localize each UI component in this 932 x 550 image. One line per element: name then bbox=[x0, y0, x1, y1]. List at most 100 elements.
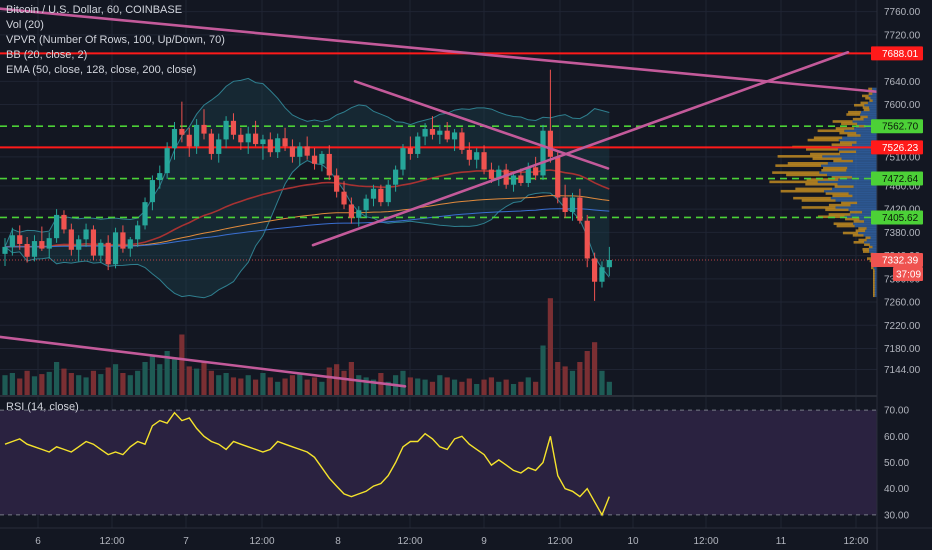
profile-bar-down bbox=[821, 164, 877, 167]
price-tick-label: 7460.00 bbox=[884, 181, 921, 192]
volume-bar bbox=[496, 381, 502, 395]
profile-bar-up bbox=[873, 275, 875, 279]
profile-bar-down bbox=[835, 199, 877, 202]
profile-bar-up bbox=[823, 166, 848, 170]
volume-bar bbox=[186, 366, 192, 395]
trendlines[interactable] bbox=[0, 7, 922, 388]
time-tick-label: 10 bbox=[627, 536, 639, 547]
profile-bar-down bbox=[869, 106, 877, 109]
profile-bar-down bbox=[830, 196, 877, 200]
candle-body bbox=[186, 134, 192, 147]
volume-bar bbox=[267, 377, 273, 395]
volume-bar bbox=[112, 364, 119, 395]
price-tag-label: 7562.70 bbox=[882, 122, 919, 133]
profile-bar-up bbox=[795, 187, 833, 191]
volume-bar bbox=[216, 375, 222, 395]
legend-ema[interactable]: EMA (50, close, 128, close, 200, close) bbox=[6, 64, 197, 76]
price-axis[interactable]: 7760.00 7720.00 7640.00 7600.00 7510.00 7460.… bbox=[871, 0, 932, 550]
volume-bar bbox=[245, 375, 251, 395]
volume-bar bbox=[474, 384, 480, 395]
profile-bar-up bbox=[847, 134, 861, 137]
candle-body bbox=[385, 184, 391, 203]
volume-bar bbox=[503, 379, 509, 395]
profile-bar-up bbox=[769, 180, 818, 184]
profile-bar-down bbox=[874, 287, 877, 291]
profile-bar-up bbox=[841, 201, 858, 205]
profile-bar-down bbox=[852, 194, 877, 198]
volume-bar bbox=[599, 370, 605, 395]
profile-bar-up bbox=[854, 103, 865, 107]
volume-bar bbox=[481, 379, 487, 395]
candle-body bbox=[194, 124, 200, 147]
candle-body bbox=[503, 169, 509, 185]
profile-bar-down bbox=[827, 162, 877, 165]
candle-body bbox=[208, 133, 214, 154]
legend-vpvr[interactable]: VPVR (Number Of Rows, 100, Up/Down, 70) bbox=[6, 34, 225, 46]
volume-profile bbox=[769, 87, 877, 298]
profile-bar-down bbox=[869, 250, 877, 253]
profile-bar-down bbox=[822, 155, 877, 158]
profile-bar-up bbox=[835, 127, 855, 130]
profile-bar-down bbox=[863, 117, 877, 121]
candle-body bbox=[348, 204, 354, 218]
profile-bar-down bbox=[862, 210, 877, 214]
legend-rsi[interactable]: RSI (14, close) bbox=[6, 401, 79, 413]
profile-bar-up bbox=[852, 117, 864, 121]
legend-symbol[interactable]: Bitcoin / U.S. Dollar, 60, COINBASE bbox=[6, 4, 183, 16]
profile-bar-down bbox=[857, 201, 877, 205]
volume-bar bbox=[533, 381, 539, 395]
profile-bar-up bbox=[860, 115, 868, 119]
legend-bb[interactable]: BB (20, close, 2) bbox=[6, 49, 88, 61]
price-tick-label: 7510.00 bbox=[884, 152, 921, 163]
volume-bar bbox=[297, 373, 303, 395]
price-tick-label: 7144.00 bbox=[884, 365, 921, 376]
profile-bar-up bbox=[831, 175, 853, 179]
legend-vol[interactable]: Vol (20) bbox=[6, 19, 44, 31]
candle-body bbox=[466, 149, 472, 160]
volume-bar bbox=[510, 384, 517, 395]
profile-bar-up bbox=[831, 143, 853, 147]
candle-body bbox=[429, 128, 436, 135]
volume-bar bbox=[525, 377, 531, 395]
profile-bar-up bbox=[839, 150, 857, 153]
profile-bar-up bbox=[864, 243, 870, 246]
volume-bar bbox=[304, 379, 310, 395]
candle-body bbox=[592, 258, 598, 282]
candle-body bbox=[179, 128, 185, 135]
rsi-pane bbox=[0, 395, 877, 517]
candle-body bbox=[363, 198, 369, 211]
price-tick-label: 7420.00 bbox=[884, 205, 921, 216]
profile-bar-up bbox=[853, 220, 865, 223]
indicator-lines bbox=[4, 77, 610, 299]
volume-bar bbox=[90, 370, 97, 395]
profile-bar-up bbox=[787, 162, 828, 165]
time-axis[interactable]: 6 12:00 7 12:00 8 12:00 9 12:00 10 12:00 11 12:00 bbox=[0, 527, 932, 547]
profile-bar-up bbox=[846, 113, 861, 116]
profile-bar-down bbox=[852, 175, 877, 179]
volume-bar bbox=[363, 377, 369, 395]
volume-bar bbox=[83, 377, 89, 395]
rsi-tick-label: 50.00 bbox=[884, 458, 909, 469]
volume-bar bbox=[53, 362, 60, 395]
profile-bar-down bbox=[854, 127, 877, 130]
profile-bar-down bbox=[873, 266, 877, 270]
profile-bar-down bbox=[866, 238, 877, 242]
candle-body bbox=[245, 133, 251, 143]
bb-fill bbox=[5, 78, 610, 298]
profile-bar-up bbox=[860, 101, 868, 105]
volume-bars bbox=[2, 298, 612, 395]
profile-bar-up bbox=[821, 168, 847, 172]
profile-bar-down bbox=[874, 292, 877, 295]
candle-body bbox=[555, 156, 561, 198]
candle-body bbox=[304, 146, 310, 156]
volume-bar bbox=[120, 373, 126, 395]
profile-bar-down bbox=[850, 203, 877, 207]
profile-bar-up bbox=[873, 282, 875, 286]
profile-bar-up bbox=[807, 138, 839, 142]
rsi-tick-label: 40.00 bbox=[884, 484, 909, 495]
price-tick-label: 7720.00 bbox=[884, 30, 921, 41]
volume-bar bbox=[592, 342, 598, 395]
candle-body bbox=[17, 235, 23, 244]
profile-bar-up bbox=[828, 213, 851, 216]
